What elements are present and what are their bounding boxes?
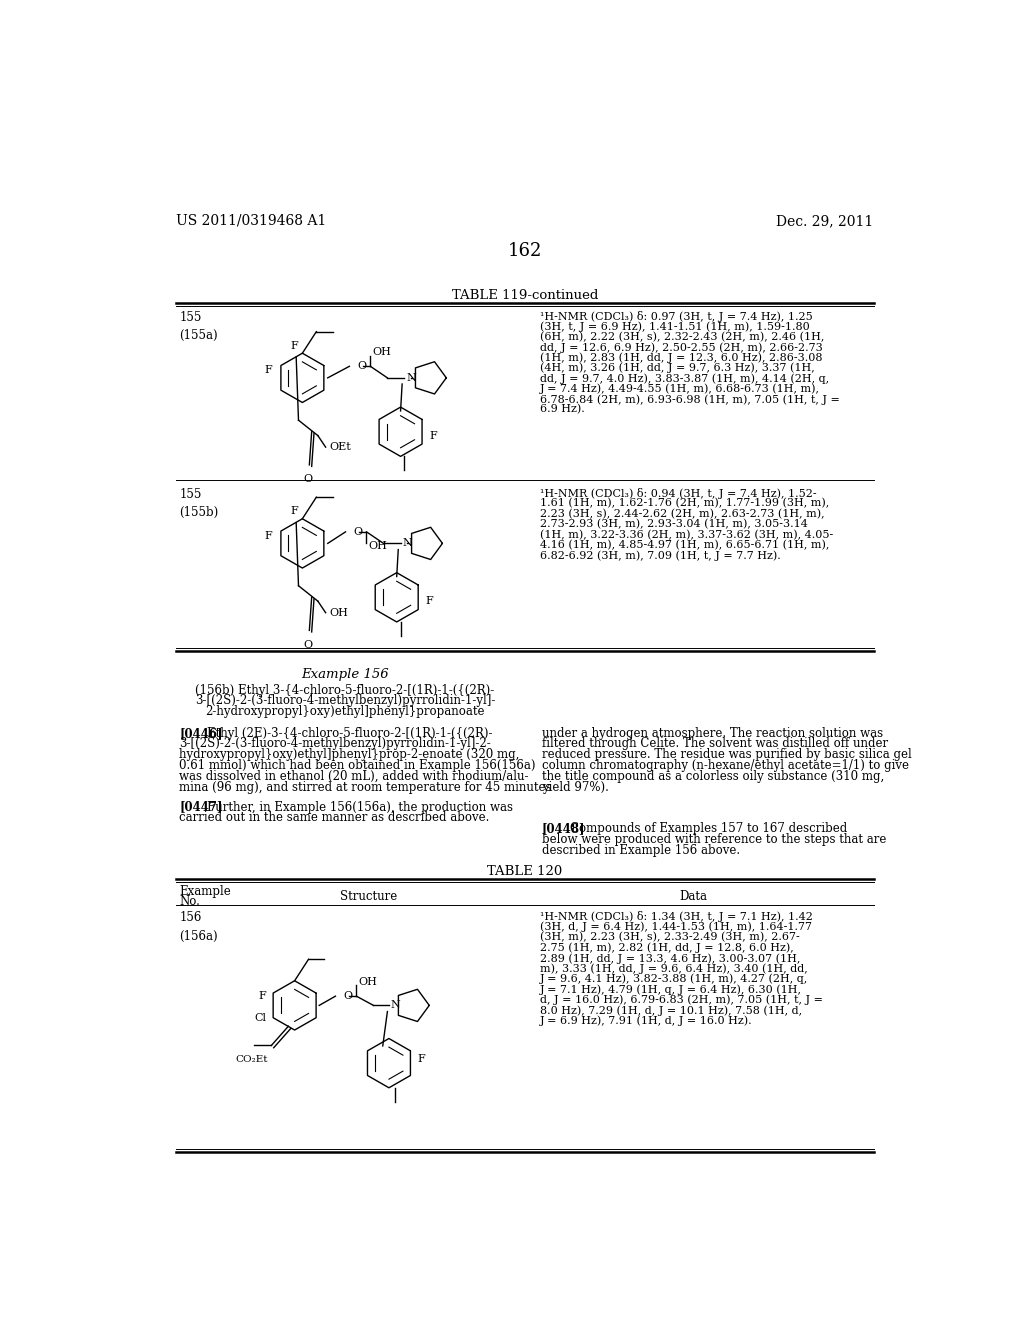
Text: J = 7.4 Hz), 4.49-4.55 (1H, m), 6.68-6.73 (1H, m),: J = 7.4 Hz), 4.49-4.55 (1H, m), 6.68-6.7…: [541, 384, 820, 395]
Text: 3-[(2S)-2-(3-fluoro-4-methylbenzyl)pyrrolidin-1-yl]-: 3-[(2S)-2-(3-fluoro-4-methylbenzyl)pyrro…: [195, 694, 496, 708]
Text: m), 3.33 (1H, dd, J = 9.6, 6.4 Hz), 3.40 (1H, dd,: m), 3.33 (1H, dd, J = 9.6, 6.4 Hz), 3.40…: [541, 964, 808, 974]
Text: Example: Example: [179, 886, 230, 899]
Text: filtered through Celite. The solvent was distilled off under: filtered through Celite. The solvent was…: [542, 738, 888, 751]
Text: O: O: [343, 991, 352, 1001]
Text: J = 6.9 Hz), 7.91 (1H, d, J = 16.0 Hz).: J = 6.9 Hz), 7.91 (1H, d, J = 16.0 Hz).: [541, 1015, 753, 1026]
Text: ¹H-NMR (CDCl₃) δ: 1.34 (3H, t, J = 7.1 Hz), 1.42: ¹H-NMR (CDCl₃) δ: 1.34 (3H, t, J = 7.1 H…: [541, 911, 813, 923]
Text: was dissolved in ethanol (20 mL), added with rhodium/alu-: was dissolved in ethanol (20 mL), added …: [179, 770, 528, 783]
Text: O: O: [303, 474, 312, 484]
Text: (1H, m), 3.22-3.36 (2H, m), 3.37-3.62 (3H, m), 4.05-: (1H, m), 3.22-3.36 (2H, m), 3.37-3.62 (3…: [541, 529, 834, 540]
Text: Further, in Example 156(156a), the production was: Further, in Example 156(156a), the produ…: [207, 800, 513, 813]
Text: 2.23 (3H, s), 2.44-2.62 (2H, m), 2.63-2.73 (1H, m),: 2.23 (3H, s), 2.44-2.62 (2H, m), 2.63-2.…: [541, 508, 825, 519]
Text: Data: Data: [680, 890, 708, 903]
Text: F: F: [264, 366, 272, 375]
Text: F: F: [291, 506, 299, 516]
Text: under a hydrogen atmosphere. The reaction solution was: under a hydrogen atmosphere. The reactio…: [542, 726, 883, 739]
Text: [0448]: [0448]: [542, 822, 586, 836]
Text: (156b) Ethyl 3-{4-chloro-5-fluoro-2-[(1R)-1-({(2R)-: (156b) Ethyl 3-{4-chloro-5-fluoro-2-[(1R…: [196, 684, 495, 697]
Text: the title compound as a colorless oily substance (310 mg,: the title compound as a colorless oily s…: [542, 770, 884, 783]
Text: 1.61 (1H, m), 1.62-1.76 (2H, m), 1.77-1.99 (3H, m),: 1.61 (1H, m), 1.62-1.76 (2H, m), 1.77-1.…: [541, 499, 829, 508]
Text: (3H, t, J = 6.9 Hz), 1.41-1.51 (1H, m), 1.59-1.80: (3H, t, J = 6.9 Hz), 1.41-1.51 (1H, m), …: [541, 321, 810, 331]
Text: J = 9.6, 4.1 Hz), 3.82-3.88 (1H, m), 4.27 (2H, q,: J = 9.6, 4.1 Hz), 3.82-3.88 (1H, m), 4.2…: [541, 974, 809, 985]
Text: O: O: [303, 640, 312, 649]
Text: 4.16 (1H, m), 4.85-4.97 (1H, m), 6.65-6.71 (1H, m),: 4.16 (1H, m), 4.85-4.97 (1H, m), 6.65-6.…: [541, 540, 829, 550]
Text: F: F: [429, 430, 437, 441]
Text: No.: No.: [179, 895, 200, 908]
Text: CO₂Et: CO₂Et: [236, 1055, 268, 1064]
Text: OH: OH: [358, 977, 378, 987]
Text: ¹H-NMR (CDCl₃) δ: 0.97 (3H, t, J = 7.4 Hz), 1.25: ¹H-NMR (CDCl₃) δ: 0.97 (3H, t, J = 7.4 H…: [541, 312, 813, 322]
Text: F: F: [264, 531, 272, 541]
Text: O: O: [357, 362, 367, 371]
Text: mina (96 mg), and stirred at room temperature for 45 minutes: mina (96 mg), and stirred at room temper…: [179, 780, 552, 793]
Text: Ethyl (2E)-3-{4-chloro-5-fluoro-2-[(1R)-1-({(2R)-: Ethyl (2E)-3-{4-chloro-5-fluoro-2-[(1R)-…: [207, 726, 493, 739]
Text: 2.89 (1H, dd, J = 13.3, 4.6 Hz), 3.00-3.07 (1H,: 2.89 (1H, dd, J = 13.3, 4.6 Hz), 3.00-3.…: [541, 953, 801, 964]
Text: hydroxypropyl}oxy)ethyl]phenyl}prop-2-enoate (320 mg,: hydroxypropyl}oxy)ethyl]phenyl}prop-2-en…: [179, 748, 519, 762]
Text: 155
(155b): 155 (155b): [179, 488, 218, 519]
Text: (3H, d, J = 6.4 Hz), 1.44-1.53 (1H, m), 1.64-1.77: (3H, d, J = 6.4 Hz), 1.44-1.53 (1H, m), …: [541, 921, 812, 932]
Text: [0447]: [0447]: [179, 800, 222, 813]
Text: 2-hydroxypropyl}oxy)ethyl]phenyl}propanoate: 2-hydroxypropyl}oxy)ethyl]phenyl}propano…: [205, 705, 484, 718]
Text: 162: 162: [508, 242, 542, 260]
Text: 3-[(2S)-2-(3-fluoro-4-methylbenzyl)pyrrolidin-1-yl]-2-: 3-[(2S)-2-(3-fluoro-4-methylbenzyl)pyrro…: [179, 738, 490, 751]
Text: OH: OH: [330, 607, 348, 618]
Text: (3H, m), 2.23 (3H, s), 2.33-2.49 (3H, m), 2.67-: (3H, m), 2.23 (3H, s), 2.33-2.49 (3H, m)…: [541, 932, 800, 942]
Text: 0.61 mmol) which had been obtained in Example 156(156a): 0.61 mmol) which had been obtained in Ex…: [179, 759, 536, 772]
Text: ¹H-NMR (CDCl₃) δ: 0.94 (3H, t, J = 7.4 Hz), 1.52-: ¹H-NMR (CDCl₃) δ: 0.94 (3H, t, J = 7.4 H…: [541, 488, 817, 499]
Text: 155
(155a): 155 (155a): [179, 312, 218, 342]
Text: 8.0 Hz), 7.29 (1H, d, J = 10.1 Hz), 7.58 (1H, d,: 8.0 Hz), 7.29 (1H, d, J = 10.1 Hz), 7.58…: [541, 1005, 803, 1015]
Text: Dec. 29, 2011: Dec. 29, 2011: [776, 214, 873, 228]
Text: N: N: [406, 372, 416, 383]
Text: [0446]: [0446]: [179, 726, 222, 739]
Text: F: F: [425, 597, 433, 606]
Text: Example 156: Example 156: [301, 668, 389, 681]
Text: OH: OH: [369, 541, 388, 550]
Text: 6.82-6.92 (3H, m), 7.09 (1H, t, J = 7.7 Hz).: 6.82-6.92 (3H, m), 7.09 (1H, t, J = 7.7 …: [541, 550, 781, 561]
Text: N: N: [402, 539, 412, 548]
Text: dd, J = 12.6, 6.9 Hz), 2.50-2.55 (2H, m), 2.66-2.73: dd, J = 12.6, 6.9 Hz), 2.50-2.55 (2H, m)…: [541, 342, 823, 352]
Text: F: F: [258, 991, 266, 1001]
Text: yield 97%).: yield 97%).: [542, 780, 608, 793]
Text: Cl: Cl: [255, 1012, 266, 1023]
Text: 156
(156a): 156 (156a): [179, 911, 218, 942]
Text: 6.9 Hz).: 6.9 Hz).: [541, 404, 585, 414]
Text: column chromatography (n-hexane/ethyl acetate=1/1) to give: column chromatography (n-hexane/ethyl ac…: [542, 759, 909, 772]
Text: dd, J = 9.7, 4.0 Hz), 3.83-3.87 (1H, m), 4.14 (2H, q,: dd, J = 9.7, 4.0 Hz), 3.83-3.87 (1H, m),…: [541, 374, 829, 384]
Text: 2.73-2.93 (3H, m), 2.93-3.04 (1H, m), 3.05-3.14: 2.73-2.93 (3H, m), 2.93-3.04 (1H, m), 3.…: [541, 519, 808, 529]
Text: carried out in the same manner as described above.: carried out in the same manner as descri…: [179, 812, 489, 825]
Text: Compounds of Examples 157 to 167 described: Compounds of Examples 157 to 167 describ…: [569, 822, 847, 836]
Text: reduced pressure. The residue was purified by basic silica gel: reduced pressure. The residue was purifi…: [542, 748, 911, 762]
Text: Structure: Structure: [340, 890, 397, 903]
Text: N: N: [390, 1001, 400, 1010]
Text: (6H, m), 2.22 (3H, s), 2.32-2.43 (2H, m), 2.46 (1H,: (6H, m), 2.22 (3H, s), 2.32-2.43 (2H, m)…: [541, 331, 824, 342]
Text: described in Example 156 above.: described in Example 156 above.: [542, 843, 740, 857]
Text: below were produced with reference to the steps that are: below were produced with reference to th…: [542, 833, 886, 846]
Text: TABLE 119-continued: TABLE 119-continued: [452, 289, 598, 302]
Text: d, J = 16.0 Hz), 6.79-6.83 (2H, m), 7.05 (1H, t, J =: d, J = 16.0 Hz), 6.79-6.83 (2H, m), 7.05…: [541, 995, 823, 1006]
Text: F: F: [291, 341, 299, 351]
Text: (4H, m), 3.26 (1H, dd, J = 9.7, 6.3 Hz), 3.37 (1H,: (4H, m), 3.26 (1H, dd, J = 9.7, 6.3 Hz),…: [541, 363, 815, 374]
Text: TABLE 120: TABLE 120: [487, 866, 562, 878]
Text: 6.78-6.84 (2H, m), 6.93-6.98 (1H, m), 7.05 (1H, t, J =: 6.78-6.84 (2H, m), 6.93-6.98 (1H, m), 7.…: [541, 395, 840, 405]
Text: (1H, m), 2.83 (1H, dd, J = 12.3, 6.0 Hz), 2.86-3.08: (1H, m), 2.83 (1H, dd, J = 12.3, 6.0 Hz)…: [541, 352, 823, 363]
Text: 2.75 (1H, m), 2.82 (1H, dd, J = 12.8, 6.0 Hz),: 2.75 (1H, m), 2.82 (1H, dd, J = 12.8, 6.…: [541, 942, 794, 953]
Text: US 2011/0319468 A1: US 2011/0319468 A1: [176, 214, 327, 228]
Text: J = 7.1 Hz), 4.79 (1H, q, J = 6.4 Hz), 6.30 (1H,: J = 7.1 Hz), 4.79 (1H, q, J = 6.4 Hz), 6…: [541, 985, 802, 995]
Text: F: F: [418, 1055, 425, 1064]
Text: OH: OH: [373, 347, 391, 358]
Text: O: O: [353, 527, 362, 537]
Text: OEt: OEt: [330, 442, 351, 453]
